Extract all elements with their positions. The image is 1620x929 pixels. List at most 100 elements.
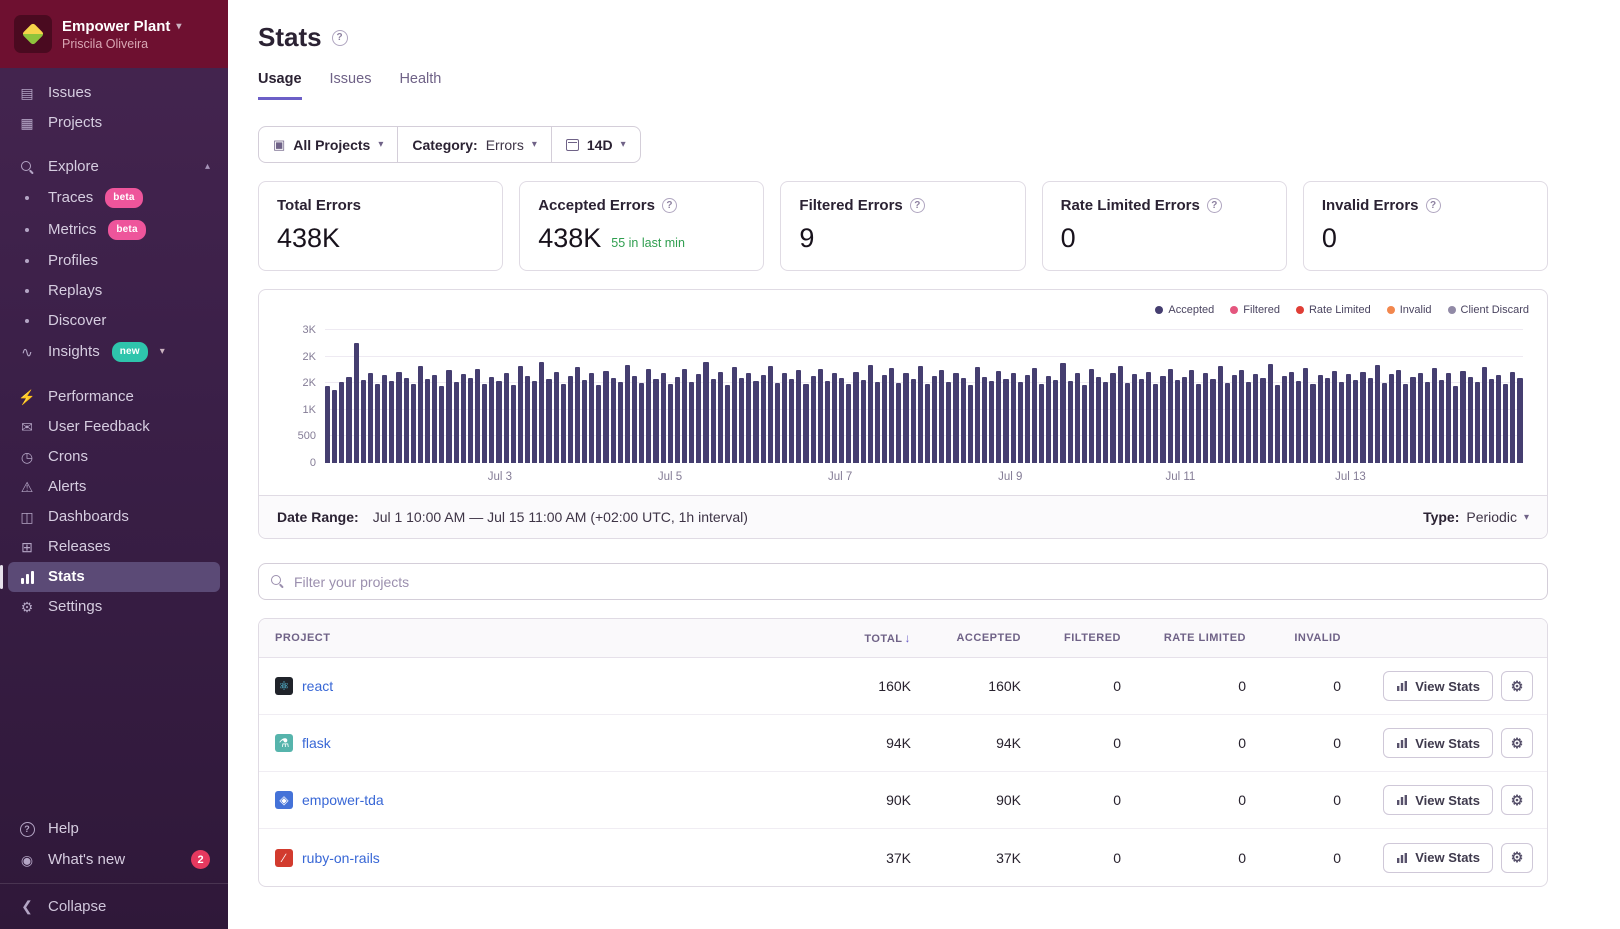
sidebar-item-whats-new[interactable]: ◉ What's new 2 bbox=[0, 844, 228, 875]
column-total[interactable]: Total ↓ bbox=[864, 631, 911, 645]
help-icon[interactable]: ? bbox=[331, 29, 348, 46]
category-filter-dropdown[interactable]: Category: Errors ▾ bbox=[398, 127, 552, 162]
sidebar-item-projects[interactable]: ▦ Projects bbox=[0, 108, 228, 138]
column-rate-limited[interactable]: Rate Limited bbox=[1163, 632, 1246, 644]
accepted-value: 90K bbox=[996, 792, 1021, 808]
project-link[interactable]: flask bbox=[302, 735, 331, 751]
chevron-up-icon[interactable]: ▴ bbox=[204, 161, 210, 172]
sidebar-item-alerts[interactable]: ⚠ Alerts bbox=[0, 472, 228, 502]
project-filter-dropdown[interactable]: ▣ All Projects ▾ bbox=[259, 127, 399, 162]
date-range-value: 14D bbox=[586, 136, 613, 153]
sidebar-item-help[interactable]: ? Help bbox=[0, 814, 228, 844]
project-settings-button[interactable]: ⚙ bbox=[1501, 728, 1533, 758]
sidebar-item-label: Traces bbox=[48, 189, 94, 206]
chevron-down-icon[interactable]: ▾ bbox=[159, 346, 165, 357]
project-settings-button[interactable]: ⚙ bbox=[1501, 671, 1533, 701]
tab-usage[interactable]: Usage bbox=[258, 71, 302, 100]
help-icon[interactable]: ? bbox=[661, 198, 677, 213]
invalid-value: 0 bbox=[1333, 735, 1341, 751]
project-settings-button[interactable]: ⚙ bbox=[1501, 842, 1533, 873]
sidebar-item-traces[interactable]: Traces beta bbox=[0, 182, 228, 214]
card-title: Rate Limited Errors bbox=[1060, 197, 1200, 214]
legend-filtered[interactable]: Filtered bbox=[1230, 304, 1280, 316]
category-filter-label: Category: bbox=[412, 136, 478, 153]
bar-chart-icon bbox=[1397, 681, 1408, 691]
sidebar-item-label: Metrics bbox=[48, 221, 97, 238]
gear-icon: ⚙ bbox=[1510, 677, 1524, 694]
chevron-down-icon: ▾ bbox=[378, 139, 384, 150]
react-icon: ⚛ bbox=[275, 677, 293, 695]
chart-bars[interactable] bbox=[325, 330, 1523, 463]
gear-icon: ⚙ bbox=[20, 599, 34, 615]
help-icon[interactable]: ? bbox=[1206, 198, 1222, 213]
broadcast-icon: ◉ bbox=[20, 851, 34, 868]
sidebar-item-stats[interactable]: Stats bbox=[0, 562, 220, 592]
projects-icon: ▦ bbox=[20, 115, 34, 131]
project-filter-value: All Projects bbox=[293, 136, 371, 153]
sort-desc-icon: ↓ bbox=[904, 631, 911, 645]
sidebar-item-settings[interactable]: ⚙ Settings bbox=[0, 592, 228, 622]
sidebar-item-releases[interactable]: ⊞ Releases bbox=[0, 532, 228, 562]
sidebar-collapse-button[interactable]: ❮ Collapse bbox=[0, 883, 228, 929]
sidebar-item-user-feedback[interactable]: ✉ User Feedback bbox=[0, 412, 228, 442]
view-stats-button[interactable]: View Stats bbox=[1383, 671, 1493, 701]
sidebar-item-performance[interactable]: ⚡ Performance bbox=[0, 382, 228, 412]
type-dropdown[interactable]: Type: Periodic ▾ bbox=[1423, 509, 1529, 525]
total-value: 160K bbox=[878, 678, 911, 694]
search-input[interactable] bbox=[294, 573, 1535, 590]
project-link[interactable]: react bbox=[302, 678, 334, 694]
sidebar-item-explore[interactable]: Explore ▴ bbox=[0, 152, 228, 182]
bullet-icon bbox=[18, 319, 36, 323]
sidebar-item-crons[interactable]: ◷ Crons bbox=[0, 442, 228, 472]
org-switcher[interactable]: Empower Plant ▾ Priscila Oliveira bbox=[0, 0, 228, 68]
rate-limited-value: 0 bbox=[1238, 849, 1246, 866]
column-filtered[interactable]: Filtered bbox=[1064, 632, 1121, 644]
legend-accepted[interactable]: Accepted bbox=[1155, 304, 1214, 316]
legend-invalid[interactable]: Invalid bbox=[1386, 304, 1432, 316]
sidebar-item-label: Profiles bbox=[48, 252, 99, 269]
total-value: 90K bbox=[886, 792, 911, 808]
column-invalid[interactable]: Invalid bbox=[1294, 632, 1341, 644]
bar-chart-icon bbox=[1397, 852, 1408, 863]
org-user: Priscila Oliveira bbox=[62, 36, 149, 51]
view-stats-button[interactable]: View Stats bbox=[1383, 842, 1493, 873]
category-filter-value: Errors bbox=[485, 136, 524, 153]
date-range-dropdown[interactable]: 14D ▾ bbox=[552, 127, 640, 162]
card-value: 0 bbox=[1060, 223, 1076, 253]
project-settings-button[interactable]: ⚙ bbox=[1501, 785, 1533, 815]
collapse-label: Collapse bbox=[48, 898, 107, 915]
card-subtext: 55 in last min bbox=[611, 236, 685, 250]
sidebar-nav: ▤ Issues ▦ Projects Explore ▴ Traces beta M… bbox=[0, 68, 228, 883]
card-accepted-errors: Accepted Errors? 438K 55 in last min bbox=[519, 181, 765, 271]
sidebar-item-insights[interactable]: ∿ Insights new ▾ bbox=[0, 336, 228, 368]
chevron-left-icon: ❮ bbox=[21, 898, 33, 914]
rate-limited-value: 0 bbox=[1238, 735, 1246, 751]
help-icon[interactable]: ? bbox=[909, 198, 925, 213]
sidebar-item-discover[interactable]: Discover bbox=[0, 306, 228, 336]
bar-chart-icon bbox=[1397, 738, 1408, 748]
sidebar-footer: ? Help ◉ What's new 2 bbox=[0, 814, 228, 883]
sidebar-item-metrics[interactable]: Metrics beta bbox=[0, 214, 228, 246]
total-value: 37K bbox=[886, 849, 911, 866]
column-accepted[interactable]: Accepted bbox=[956, 632, 1021, 644]
type-label: Type: bbox=[1423, 509, 1460, 525]
legend-client-discard[interactable]: Client Discard bbox=[1447, 304, 1529, 316]
view-stats-button[interactable]: View Stats bbox=[1383, 728, 1493, 758]
bullet-icon bbox=[18, 228, 36, 232]
chart-x-axis: Jul 3 Jul 5 Jul 7 Jul 9 Jul 11 Jul 13 bbox=[487, 471, 1366, 483]
sidebar-item-profiles[interactable]: Profiles bbox=[0, 246, 228, 276]
view-stats-button[interactable]: View Stats bbox=[1383, 785, 1493, 815]
card-title: Invalid Errors bbox=[1321, 197, 1419, 214]
help-icon[interactable]: ? bbox=[1425, 198, 1441, 213]
bullet-icon bbox=[18, 259, 36, 263]
gear-icon: ⚙ bbox=[1510, 849, 1524, 865]
project-link[interactable]: empower-tda bbox=[302, 792, 384, 808]
invalid-value: 0 bbox=[1333, 678, 1341, 694]
project-link[interactable]: ruby-on-rails bbox=[302, 849, 380, 866]
tab-issues[interactable]: Issues bbox=[329, 71, 372, 87]
sidebar-item-dashboards[interactable]: ◫ Dashboards bbox=[0, 502, 228, 532]
tab-health[interactable]: Health bbox=[399, 71, 442, 87]
sidebar-item-replays[interactable]: Replays bbox=[0, 276, 228, 306]
legend-rate-limited[interactable]: Rate Limited bbox=[1295, 304, 1371, 316]
sidebar-item-issues[interactable]: ▤ Issues bbox=[0, 78, 228, 108]
